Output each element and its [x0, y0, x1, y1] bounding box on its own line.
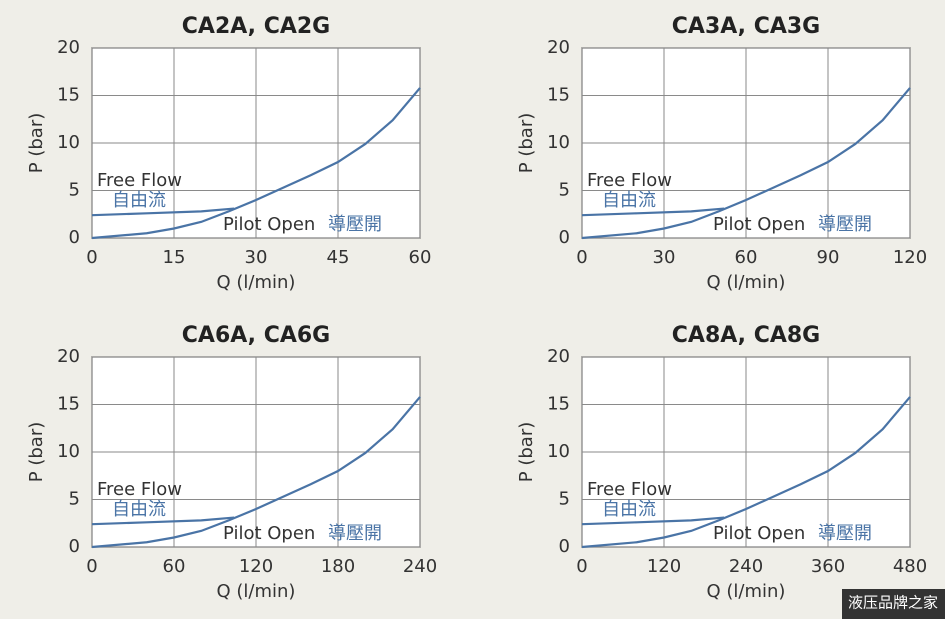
data-line: [581, 87, 911, 240]
x-tick-label: 240: [729, 556, 763, 577]
watermark-box: [842, 589, 945, 619]
y-axis-label: P (bar): [26, 422, 47, 482]
data-line: [91, 396, 421, 549]
y-axis-label: P (bar): [26, 113, 47, 173]
x-axis-label: Q (l/min): [217, 581, 296, 602]
x-tick-label: 0: [86, 247, 97, 268]
x-axis-label: Q (l/min): [707, 581, 786, 602]
y-tick-label: 0: [559, 227, 570, 248]
data-line: [581, 516, 725, 526]
x-tick-label: 60: [409, 247, 432, 268]
y-tick-label: 0: [69, 227, 80, 248]
y-axis-label: P (bar): [516, 113, 537, 173]
y-tick-label: 5: [69, 489, 80, 510]
annotation-zh: 自由流: [112, 190, 166, 211]
data-line: [91, 87, 421, 240]
y-tick-label: 0: [559, 536, 570, 557]
x-axis-label: Q (l/min): [217, 272, 296, 293]
y-tick-label: 10: [547, 132, 570, 153]
chart-title: CA3A, CA3G: [672, 14, 820, 39]
x-tick-label: 120: [647, 556, 681, 577]
x-tick-label: 15: [163, 247, 186, 268]
annotation-zh: 導壓開: [328, 214, 382, 235]
x-tick-label: 120: [893, 247, 927, 268]
x-tick-label: 120: [239, 556, 273, 577]
y-tick-label: 20: [57, 346, 80, 367]
annotation-zh: 導壓開: [328, 523, 382, 544]
x-tick-label: 360: [811, 556, 845, 577]
annotation: Pilot Open: [713, 523, 805, 544]
data-line: [581, 207, 725, 217]
annotation: Free Flow: [587, 479, 672, 500]
y-tick-label: 15: [57, 394, 80, 415]
y-tick-label: 10: [57, 132, 80, 153]
y-axis-label: P (bar): [516, 422, 537, 482]
annotation: Pilot Open: [223, 523, 315, 544]
y-tick-label: 20: [547, 346, 570, 367]
chart-title: CA8A, CA8G: [672, 323, 820, 348]
y-tick-label: 5: [559, 489, 570, 510]
x-tick-label: 0: [86, 556, 97, 577]
x-tick-label: 60: [735, 247, 758, 268]
data-line: [91, 516, 235, 526]
annotation: Pilot Open: [223, 214, 315, 235]
y-tick-label: 0: [69, 536, 80, 557]
y-tick-label: 20: [57, 37, 80, 58]
data-line: [581, 396, 911, 549]
x-tick-label: 60: [163, 556, 186, 577]
x-tick-label: 0: [576, 556, 587, 577]
y-tick-label: 10: [547, 441, 570, 462]
y-tick-label: 15: [547, 85, 570, 106]
data-line: [91, 207, 235, 217]
annotation: Free Flow: [97, 170, 182, 191]
chart-title: CA2A, CA2G: [182, 14, 330, 39]
y-tick-label: 20: [547, 37, 570, 58]
x-tick-label: 30: [245, 247, 268, 268]
annotation-zh: 自由流: [602, 190, 656, 211]
annotation: Free Flow: [97, 479, 182, 500]
x-tick-label: 0: [576, 247, 587, 268]
y-tick-label: 5: [69, 180, 80, 201]
annotation: Free Flow: [587, 170, 672, 191]
x-tick-label: 30: [653, 247, 676, 268]
annotation: Pilot Open: [713, 214, 805, 235]
chart-title: CA6A, CA6G: [182, 323, 330, 348]
annotation-zh: 自由流: [602, 499, 656, 520]
x-tick-label: 45: [327, 247, 350, 268]
annotation-zh: 導壓開: [818, 214, 872, 235]
y-tick-label: 5: [559, 180, 570, 201]
y-tick-label: 10: [57, 441, 80, 462]
x-tick-label: 480: [893, 556, 927, 577]
y-tick-label: 15: [57, 85, 80, 106]
x-axis-label: Q (l/min): [707, 272, 786, 293]
annotation-zh: 導壓開: [818, 523, 872, 544]
y-tick-label: 15: [547, 394, 570, 415]
x-tick-label: 90: [817, 247, 840, 268]
watermark: 液压品牌之家: [848, 594, 938, 612]
annotation-zh: 自由流: [112, 499, 166, 520]
x-tick-label: 180: [321, 556, 355, 577]
x-tick-label: 240: [403, 556, 437, 577]
